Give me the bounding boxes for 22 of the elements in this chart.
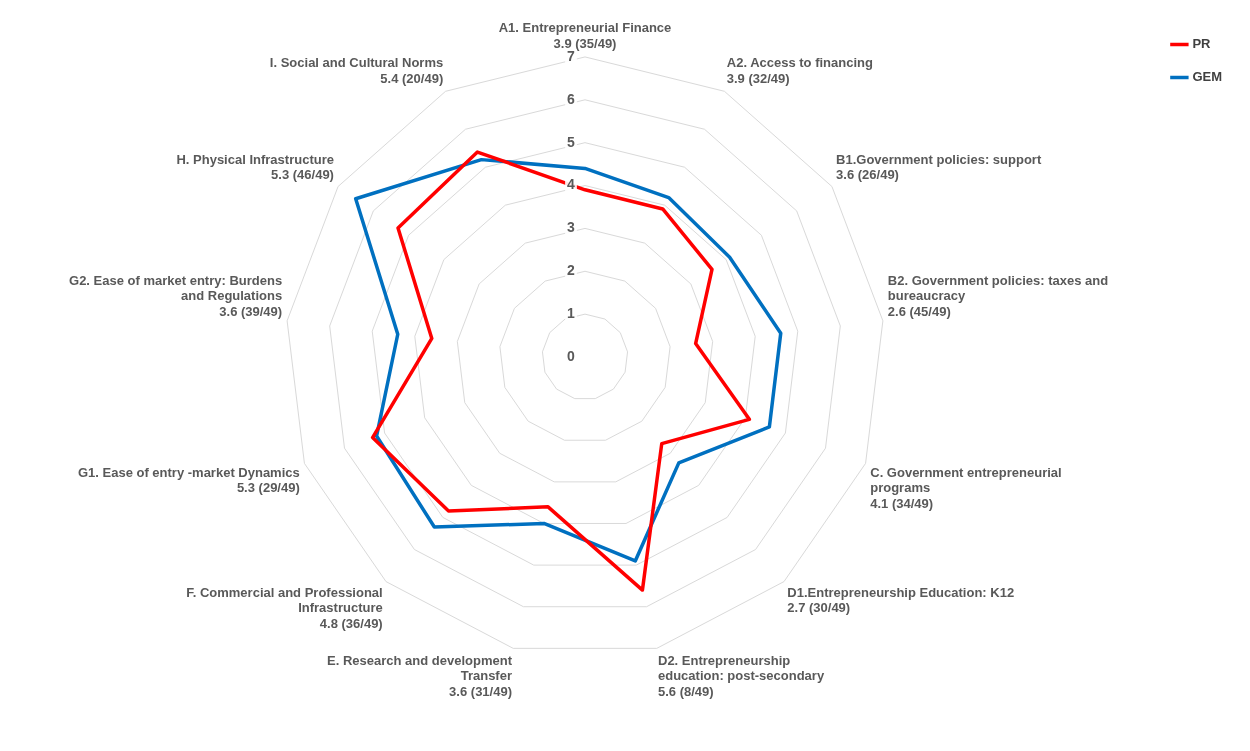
spoke-label: D2. Entrepreneurship education: post-secondary 5.6 (8/49) <box>658 652 825 699</box>
spoke-label: A2. Access to financing 3.9 (32/49) <box>726 55 873 86</box>
y-tick-label: 5 <box>567 133 576 150</box>
spoke-label: B2. Government policies: taxes and bureaucracy 2.6 (45/49) <box>887 272 1109 320</box>
spoke-label: B1.Government policies: support 3.6 (26/49) <box>836 151 1042 183</box>
legend-label: PR <box>1192 36 1212 52</box>
spoke-label: D1.Entrepreneurship Education: K12 2.7 (30/49) <box>787 584 1015 616</box>
spoke-label: H. Physical Infrastructure 5.3 (46/49) <box>176 151 334 183</box>
y-tick-label: 2 <box>567 262 576 279</box>
y-tick-label: 4 <box>567 176 576 193</box>
spoke-label: I. Social and Cultural Norms 5.4 (20/49) <box>269 55 444 86</box>
y-tick-label: 1 <box>567 304 576 321</box>
spoke-label: F. Commercial and Professional Infrastructure 4.8 (36/49) <box>186 584 383 631</box>
spoke-label: G2. Ease of market entry: Burdens and Regulations 3.6 (39/49) <box>69 272 283 320</box>
y-tick-label: 6 <box>567 90 576 107</box>
spoke-label: C. Government entrepreneurial programs 4.1 (34/49) <box>870 464 1062 511</box>
y-tick-label: 3 <box>567 219 576 236</box>
spoke-label: G1. Ease of entry -market Dynamics 5.3 (29/49) <box>77 464 300 496</box>
legend-label: GEM <box>1192 69 1223 85</box>
y-tick-label: 0 <box>567 347 576 364</box>
y-tick-label: 7 <box>567 47 576 64</box>
spoke-label: E. Research and development Transfer 3.6 (31/49) <box>327 652 513 699</box>
